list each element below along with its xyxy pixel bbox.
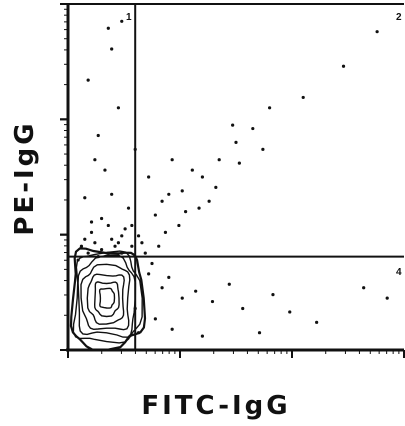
scatter-point: [184, 210, 188, 214]
scatter-point: [315, 320, 319, 324]
scatter-point: [83, 237, 87, 241]
scatter-point: [106, 251, 110, 255]
scatter-point: [116, 106, 120, 110]
scatter-point: [268, 106, 272, 110]
scatter-point: [76, 258, 80, 262]
scatter-point: [126, 206, 131, 210]
scatter-point: [110, 237, 114, 241]
scatter-point: [257, 331, 262, 335]
scatter-point: [170, 158, 174, 162]
scatter-point: [241, 306, 245, 311]
scatter-point: [217, 158, 221, 162]
y-axis-title: PE-IgG: [10, 120, 40, 235]
scatter-point: [143, 251, 147, 255]
scatter-point: [136, 331, 141, 335]
scatter-point: [197, 206, 201, 210]
scatter-point: [86, 78, 90, 82]
scatter-point: [100, 216, 104, 221]
quadrant-labels: 1 2 4: [126, 12, 402, 278]
quadrant-gates: [68, 4, 404, 350]
scatter-point: [110, 47, 114, 51]
scatter-point: [180, 296, 184, 300]
scatter-point: [227, 282, 231, 286]
scatter-point: [116, 241, 120, 245]
data-points: [76, 19, 389, 338]
scatter-point: [210, 299, 215, 304]
scatter-point: [362, 286, 366, 290]
scatter-point: [271, 293, 275, 297]
scatter-point: [136, 234, 141, 238]
contour-ring: [93, 281, 120, 318]
scatter-point: [170, 327, 174, 331]
scatter-point: [86, 251, 90, 255]
scatter-point: [120, 234, 124, 238]
scatter-point: [194, 289, 198, 293]
scatter-point: [106, 223, 110, 228]
scatter-point: [251, 126, 255, 131]
scatter-point: [106, 26, 110, 30]
scatter-point: [130, 223, 134, 228]
scatter-point: [147, 175, 151, 179]
contour-ring: [77, 254, 137, 338]
scatter-point: [231, 123, 235, 127]
scatter-point: [83, 196, 87, 200]
scatter-point: [160, 286, 164, 290]
scatter-point: [93, 158, 97, 162]
scatter-point: [214, 185, 218, 189]
scatter-point: [167, 275, 171, 279]
scatter-point: [103, 168, 107, 172]
scatter-point: [237, 161, 241, 165]
scatter-point: [261, 147, 265, 151]
plot-frame: [66, 3, 404, 352]
scatter-point: [130, 244, 134, 248]
scatter-point: [177, 223, 181, 228]
quadrant-label-upper-left: 1: [126, 12, 132, 23]
scatter-point: [110, 192, 114, 196]
scatter-point: [89, 230, 94, 234]
scatter-point: [234, 140, 238, 144]
scatter-point: [96, 133, 100, 138]
scatter-point: [153, 317, 157, 321]
contour-ring: [80, 263, 131, 331]
scatter-point: [100, 248, 104, 252]
contour-region: [69, 247, 147, 352]
quadrant-label-upper-right: 2: [396, 12, 402, 23]
scatter-point: [375, 30, 379, 34]
scatter-point: [120, 251, 124, 255]
scatter-point: [123, 227, 127, 231]
scatter-point: [120, 19, 124, 23]
scatter-point: [153, 213, 157, 217]
x-axis-title: FITC-IgG: [141, 391, 290, 421]
scatter-point: [200, 175, 204, 179]
scatter-point: [133, 147, 137, 151]
scatter-point: [207, 199, 211, 203]
contour-ring: [98, 287, 116, 309]
scatter-point: [301, 95, 305, 100]
scatter-point: [341, 64, 346, 68]
scatter-point: [79, 244, 84, 248]
scatter-point: [163, 230, 168, 234]
scatter-point: [147, 272, 151, 276]
scatter-point: [157, 244, 161, 248]
scatter-point: [89, 220, 94, 224]
quadrant-label-lower-right: 4: [396, 267, 402, 278]
scatter-point: [140, 241, 144, 245]
scatter-point: [288, 310, 292, 314]
scatter-point: [133, 306, 137, 311]
scatter-point: [190, 168, 194, 172]
scatter-point: [150, 261, 154, 266]
scatter-point: [180, 189, 184, 193]
scatter-point: [93, 241, 97, 245]
contour-ring: [86, 273, 125, 325]
scatter-point: [96, 254, 100, 259]
scatter-point: [113, 244, 117, 248]
axis-ticks: [60, 3, 405, 358]
contour-ring: [69, 247, 147, 352]
scatter-point: [167, 192, 171, 196]
scatter-point: [385, 296, 389, 300]
scatter-point: [200, 334, 204, 338]
scatter-point: [160, 199, 164, 203]
